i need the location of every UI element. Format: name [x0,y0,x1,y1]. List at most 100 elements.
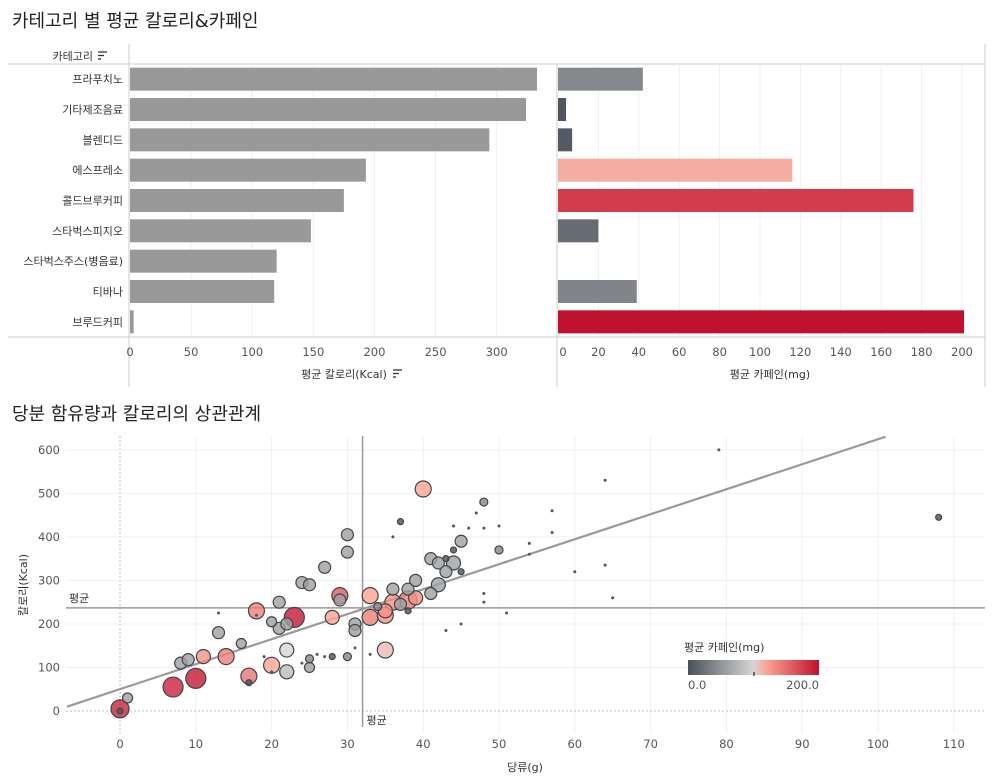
scatter-point-81 [494,545,504,555]
scatter-point-86 [550,509,554,513]
caffeine-bar-0 [558,67,643,91]
scatter-point-45 [361,608,379,627]
scatter-point-37 [333,593,347,607]
scatter-point-19 [270,670,274,674]
calorie-tick-200: 200 [363,345,385,359]
scatter-point-35 [328,652,336,661]
scatter-point-74 [459,622,463,626]
scatter-point-31 [315,652,319,656]
scatter-point-42 [348,623,362,638]
calorie-tick-0: 0 [126,345,133,359]
scatter-point-2 [121,692,134,704]
calorie-bar-4 [130,189,344,212]
caffeine-tick-180: 180 [911,345,933,359]
scatter-point-59 [409,573,423,588]
calorie-bar-0 [130,67,537,91]
scatter-point-3 [162,676,184,698]
bottom-chart-title: 당분 함유량과 칼로리의 상관관계 [12,404,262,425]
scatter-point-53 [391,535,395,539]
category-label-1: 기타제조음료 [62,104,123,117]
category-label-3: 에스프레소 [72,164,123,177]
scatter-point-13 [245,679,253,687]
scatter-point-67 [442,555,450,563]
scatter-point-61 [414,480,432,498]
calorie-bar-7 [130,280,275,303]
scatter-point-82 [497,524,501,528]
scatter-xtick-10: 10 [188,737,203,751]
calorie-bar-2 [130,128,490,152]
calorie-axis-label: 평균 칼로리(Kcal) [301,368,387,381]
scatter-point-90 [603,478,607,482]
scatter-xtick-110: 110 [943,737,965,751]
scatter-point-76 [474,511,478,515]
scatter-point-79 [482,600,486,604]
calorie-bar-5 [130,219,311,243]
scatter-xtick-0: 0 [116,737,123,751]
scatter-xtick-30: 30 [340,737,355,751]
scatter-ytick-200: 200 [38,617,60,631]
scatter-point-75 [467,526,471,530]
caffeine-tick-120: 120 [789,345,811,359]
scatter-point-89 [603,563,607,567]
scatter-xtick-20: 20 [264,737,279,751]
legend-min-label: 0.0 [688,678,706,692]
scatter-point-5 [181,653,195,667]
category-label-0: 프라푸치노 [72,73,123,86]
scatter-point-1 [116,707,124,715]
scatter-point-77 [479,497,489,507]
scatter-xtick-70: 70 [643,737,658,751]
calorie-tick-250: 250 [425,345,447,359]
scatter-point-6 [185,667,207,689]
scatter-point-8 [211,626,226,640]
scatter-ytick-400: 400 [38,530,60,544]
scatter-ytick-100: 100 [38,660,60,674]
scatter-point-16 [262,655,266,659]
top-chart-title: 카테고리 별 평균 칼로리&카페인 [12,11,259,32]
mean-x-label: 평균 [367,714,387,727]
legend-max-label: 200.0 [786,678,819,692]
scatter-point-46 [368,652,372,656]
scatter-point-38 [340,528,354,542]
scatter-xtick-90: 90 [795,737,810,751]
caffeine-bar-7 [558,280,637,303]
scatter-point-17 [266,616,278,628]
caffeine-bar-8 [558,310,964,334]
scatter-xtick-80: 80 [719,737,734,751]
caffeine-tick-20: 20 [591,345,606,359]
scatter-point-24 [280,617,294,631]
caffeine-bar-5 [558,219,599,243]
caffeine-tick-80: 80 [712,345,727,359]
calorie-bar-6 [130,249,277,273]
scatter-ytick-0: 0 [53,704,60,718]
scatter-point-15 [254,613,258,617]
scatter-point-27 [300,661,304,665]
scatter-point-43 [353,646,357,650]
scatter-x-axis-label: 당류(g) [507,761,543,774]
scatter-point-55 [393,597,408,611]
scatter-point-73 [457,568,465,576]
scatter-point-33 [323,655,327,659]
scatter-xtick-100: 100 [867,737,889,751]
calorie-tick-300: 300 [486,345,508,359]
scatter-point-40 [342,651,352,662]
category-label-4: 콜드브루커피 [62,195,123,208]
scatter-point-60 [408,590,424,606]
calorie-tick-50: 50 [184,345,199,359]
scatter-point-91 [611,596,615,600]
scatter-point-28 [303,661,316,674]
scatter-point-21 [272,595,286,609]
calorie-bar-1 [130,98,526,121]
scatter-ytick-600: 600 [38,443,60,457]
scatter-point-29 [304,654,315,664]
category-label-6: 스타벅스주스(병음료) [23,255,123,268]
scatter-point-7 [195,648,211,665]
scatter-point-85 [527,552,531,556]
scatter-xtick-60: 60 [567,737,582,751]
mean-y-label: 평균 [69,592,89,605]
scatter-point-66 [439,565,453,579]
scatter-point-39 [340,545,354,559]
scatter-point-9 [217,611,221,615]
category-label-7: 티바나 [93,286,123,299]
category-label-2: 블렌디드 [83,134,123,147]
